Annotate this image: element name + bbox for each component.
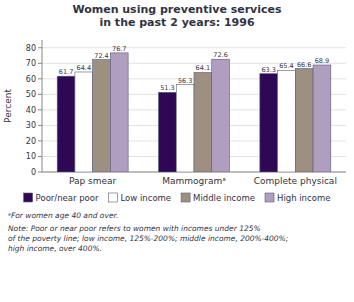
legend-item: Middle income bbox=[181, 193, 255, 203]
bar bbox=[93, 60, 111, 172]
legend-label: High income bbox=[277, 193, 330, 203]
tick-mark bbox=[38, 156, 42, 157]
tick-mark bbox=[38, 125, 42, 126]
data-label: 65.4 bbox=[279, 62, 293, 70]
legend-label: Low income bbox=[121, 193, 172, 203]
tick-mark bbox=[38, 109, 42, 110]
tick-mark bbox=[38, 63, 42, 64]
tick-mark bbox=[38, 172, 42, 173]
tick-mark bbox=[38, 78, 42, 79]
data-label: 68.9 bbox=[315, 57, 329, 65]
legend: Poor/near poor Low income Middle income Hig… bbox=[24, 193, 331, 203]
bar bbox=[176, 85, 194, 172]
bar bbox=[295, 69, 313, 172]
data-label: 51.3 bbox=[160, 84, 174, 92]
legend-swatch bbox=[181, 193, 190, 202]
title: Women using preventive servicesin the pa… bbox=[72, 3, 282, 29]
bar bbox=[313, 65, 331, 172]
data-label: 64.4 bbox=[77, 64, 91, 72]
legend-item: Poor/near poor bbox=[24, 193, 99, 203]
bar bbox=[159, 92, 177, 172]
legend-swatch bbox=[109, 193, 118, 202]
legend-swatch bbox=[265, 193, 274, 202]
tick-label: 30 bbox=[26, 121, 36, 130]
bar bbox=[278, 70, 296, 172]
bar bbox=[194, 72, 212, 172]
tick-mark bbox=[38, 94, 42, 95]
data-label: 66.6 bbox=[297, 61, 311, 69]
data-label: 72.4 bbox=[94, 52, 108, 60]
data-label: 72.6 bbox=[213, 51, 227, 59]
data-label: 63.3 bbox=[261, 66, 275, 74]
bar bbox=[110, 53, 128, 172]
tick-label: 0 bbox=[31, 168, 36, 177]
annotation: Note: Poor or near poor refers to women … bbox=[8, 224, 288, 253]
y-axis bbox=[42, 40, 43, 172]
category-label: Mammogramᵃ bbox=[162, 176, 226, 186]
grid-line bbox=[42, 47, 346, 48]
legend-swatch bbox=[24, 193, 33, 202]
bar bbox=[57, 76, 75, 172]
legend-label: Middle income bbox=[193, 193, 255, 203]
axis-label: Percent bbox=[3, 89, 13, 123]
tick-label: 50 bbox=[26, 90, 36, 99]
bar bbox=[260, 74, 278, 172]
tick-label: 10 bbox=[26, 152, 36, 161]
bar bbox=[75, 72, 93, 172]
legend-label: Poor/near poor bbox=[36, 193, 99, 203]
tick-label: 20 bbox=[26, 137, 36, 146]
tick-mark bbox=[38, 47, 42, 48]
tick-label: 40 bbox=[26, 106, 36, 115]
tick-label: 70 bbox=[26, 59, 36, 68]
data-label: 56.3 bbox=[178, 77, 192, 85]
annotation: ᵃFor women age 40 and over. bbox=[8, 211, 118, 220]
tick-mark bbox=[38, 140, 42, 141]
tick-label: 80 bbox=[26, 44, 36, 53]
data-label: 64.1 bbox=[196, 64, 210, 72]
tick-label: 60 bbox=[26, 75, 36, 84]
data-labels: 61.7 51.3 63.3 64.4 56.3 65.4 72.4 64.1 66.6 76.7… bbox=[59, 45, 329, 92]
category-label: Complete physical bbox=[254, 176, 337, 186]
legend-item: Low income bbox=[109, 193, 172, 203]
category-label: Pap smear bbox=[69, 176, 117, 186]
bars bbox=[57, 53, 331, 172]
chart: Women using preventive servicesin the pa… bbox=[0, 0, 354, 302]
data-label: 61.7 bbox=[59, 68, 73, 76]
legend-item: High income bbox=[265, 193, 330, 203]
grid bbox=[42, 48, 346, 172]
bar bbox=[212, 59, 230, 172]
data-label: 76.7 bbox=[112, 45, 126, 53]
